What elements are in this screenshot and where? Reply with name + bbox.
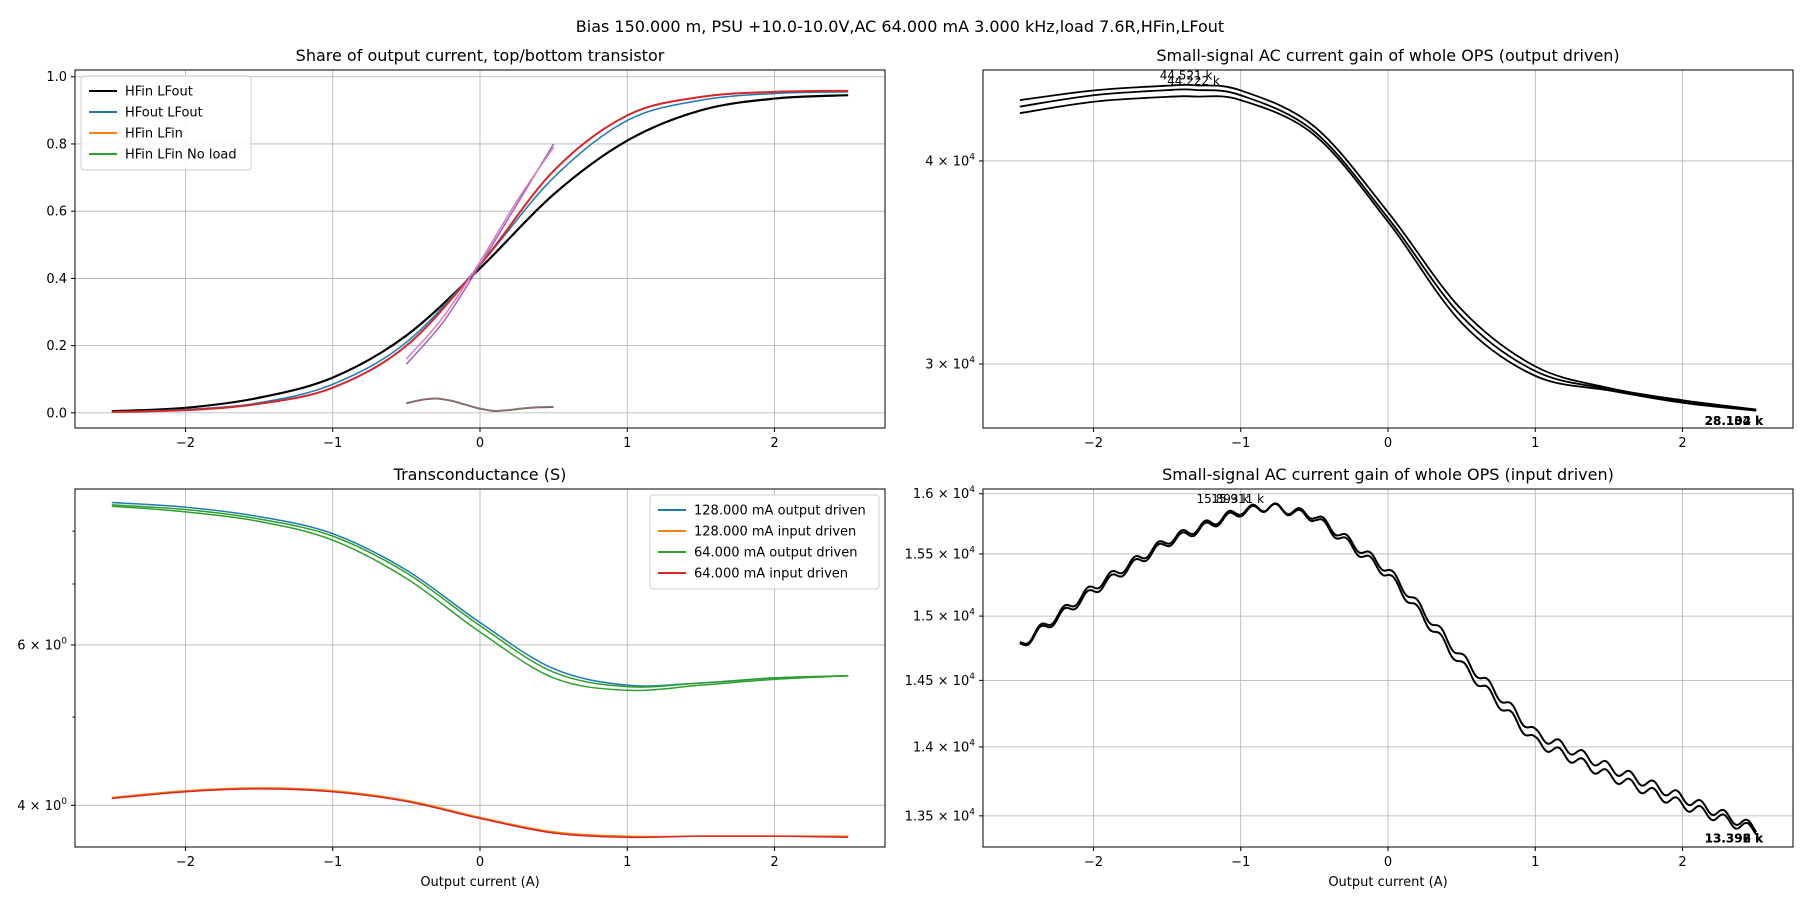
plot-area <box>111 89 849 413</box>
legend-item: 64.000 mA input driven <box>658 567 848 582</box>
x-tick-label: 2 <box>1678 436 1686 451</box>
legend-item: HFout LFout <box>89 106 203 121</box>
series-line <box>1019 95 1757 412</box>
chart-title: Small-signal AC current gain of whole OP… <box>1156 46 1619 65</box>
chart-title: Transconductance (S) <box>393 465 567 484</box>
x-tick-label: 0 <box>476 436 484 451</box>
chart-panels: Share of output current, top/bottom tran… <box>17 46 1794 890</box>
y-tick-label: 1.4 × 104 <box>913 738 975 755</box>
x-tick-label: −1 <box>323 855 342 870</box>
legend-label: 64.000 mA input driven <box>694 567 848 582</box>
series-line <box>406 397 554 412</box>
legend-box <box>649 494 880 590</box>
x-tick-label: 0 <box>1384 855 1392 870</box>
legend-label: HFin LFin <box>125 127 183 142</box>
value-annotation: 13.396 k <box>1705 832 1764 846</box>
x-axis-label: Output current (A) <box>420 875 539 890</box>
legend-item: HFin LFin No load <box>89 148 237 163</box>
x-tick-label: 2 <box>770 855 778 870</box>
value-annotation: 44.222 k <box>1167 74 1220 88</box>
legend-item: 128.000 mA input driven <box>658 525 856 540</box>
x-tick-label: 1 <box>1531 436 1539 451</box>
series-line <box>1019 502 1758 833</box>
plot-area <box>1019 83 1757 412</box>
legend: 128.000 mA output driven 128.000 mA input… <box>649 494 880 590</box>
y-tick-label: 1.0 <box>46 70 67 85</box>
figure-suptitle: Bias 150.000 m, PSU +10.0-10.0V,AC 64.00… <box>576 17 1224 36</box>
series-line <box>111 94 849 413</box>
legend-item: HFin LFout <box>89 85 193 100</box>
x-tick-label: 0 <box>476 855 484 870</box>
legend: HFin LFout HFout LFout HFin LFin HFin LFin … <box>80 75 252 171</box>
x-tick-label: −1 <box>323 436 342 451</box>
legend-label: 128.000 mA input driven <box>694 525 856 540</box>
series-line <box>1019 88 1757 412</box>
legend-label: 128.000 mA output driven <box>694 504 866 519</box>
y-tick-label: 0.8 <box>46 137 67 152</box>
y-tick-label: 1.5 × 104 <box>913 608 975 625</box>
x-tick-label: −2 <box>1084 855 1103 870</box>
x-tick-label: −1 <box>1231 436 1250 451</box>
x-tick-label: 1 <box>1531 855 1539 870</box>
x-tick-label: −2 <box>1084 436 1103 451</box>
chart-panel-gain_output: Small-signal AC current gain of whole OP… <box>925 46 1794 451</box>
chart-panel-share: Share of output current, top/bottom tran… <box>46 46 886 451</box>
y-tick-label: 4 × 100 <box>17 797 67 814</box>
y-tick-label: 3 × 104 <box>925 356 975 373</box>
plot-area <box>1019 502 1758 836</box>
y-tick-label: 0.0 <box>46 406 67 421</box>
value-annotation: 44.521 k <box>1160 68 1213 82</box>
series-line <box>1019 83 1757 411</box>
value-annotation: 28.102 k <box>1705 414 1764 428</box>
y-tick-label: 1.55 × 104 <box>905 545 976 562</box>
y-tick-label: 6 × 100 <box>17 636 67 653</box>
x-tick-label: 1 <box>623 436 631 451</box>
value-annotation: 15.911 k <box>1211 492 1264 506</box>
series-line <box>406 397 554 412</box>
plot-area <box>111 501 849 839</box>
x-tick-label: 1 <box>623 855 631 870</box>
x-tick-label: −2 <box>176 855 195 870</box>
chart-panel-gain_input: Small-signal AC current gain of whole OP… <box>905 465 1794 890</box>
legend-label: HFin LFin No load <box>125 148 237 163</box>
value-annotation: 15.893 k <box>1197 492 1250 506</box>
y-tick-label: 1.6 × 104 <box>913 485 975 502</box>
chart-title: Small-signal AC current gain of whole OP… <box>1162 465 1614 484</box>
legend-label: 64.000 mA output driven <box>694 546 857 561</box>
legend-item: HFin LFin <box>89 127 183 142</box>
legend-label: HFin LFout <box>125 85 193 100</box>
x-tick-label: 2 <box>770 436 778 451</box>
x-tick-label: 2 <box>1678 855 1686 870</box>
value-annotation: 13.392 k <box>1705 832 1764 846</box>
series-line <box>111 504 849 688</box>
y-tick-label: 4 × 104 <box>925 152 975 169</box>
chart-title: Share of output current, top/bottom tran… <box>296 46 665 65</box>
x-tick-label: 0 <box>1384 436 1392 451</box>
series-line <box>111 788 849 839</box>
legend-item: 64.000 mA output driven <box>658 546 857 561</box>
y-tick-label: 0.4 <box>46 272 67 287</box>
y-tick-label: 1.35 × 104 <box>905 807 976 824</box>
x-tick-label: −1 <box>1231 855 1250 870</box>
series-line <box>111 505 849 692</box>
legend-item: 128.000 mA output driven <box>658 504 866 519</box>
y-tick-label: 0.2 <box>46 339 67 354</box>
y-tick-label: 0.6 <box>46 205 67 220</box>
series-line <box>405 143 555 365</box>
x-axis-label: Output current (A) <box>1328 875 1447 890</box>
value-annotation: 28.134 k <box>1705 414 1764 428</box>
legend-label: HFout LFout <box>125 106 203 121</box>
legend-box <box>80 75 252 171</box>
x-tick-label: −2 <box>176 436 195 451</box>
series-line <box>1019 502 1758 836</box>
series-line <box>405 146 555 360</box>
chart-panel-transconductance: Transconductance (S) −2 −1 0 1 2 4 × 100 6 × 10… <box>17 465 886 890</box>
y-tick-label: 1.45 × 104 <box>905 672 976 689</box>
